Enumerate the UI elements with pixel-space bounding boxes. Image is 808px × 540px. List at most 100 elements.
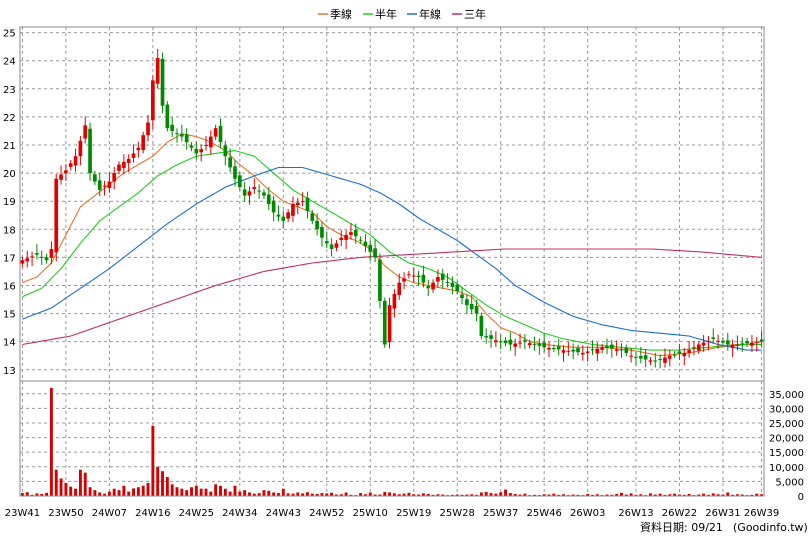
candle-body xyxy=(368,245,373,252)
candle-body xyxy=(556,346,561,350)
volume-bar xyxy=(252,493,256,496)
volume-bar xyxy=(552,493,556,496)
volume-bar xyxy=(180,488,184,496)
volume-bar xyxy=(223,488,227,496)
candle-body xyxy=(349,232,353,235)
candle-body xyxy=(634,356,638,358)
volume-bar xyxy=(334,494,338,496)
legend-item-4: 三年 xyxy=(452,7,486,21)
volume-bar xyxy=(542,494,546,496)
volume-bar xyxy=(595,494,599,496)
candle-body xyxy=(228,157,232,168)
candle-body xyxy=(233,166,237,179)
volume-bar xyxy=(349,494,353,496)
x-tick-label: 23W50 xyxy=(48,508,83,519)
price-grid xyxy=(20,27,764,496)
candle-body xyxy=(83,125,88,139)
candle-body xyxy=(44,257,49,261)
volume-bar xyxy=(721,494,725,496)
candle-body xyxy=(489,335,493,339)
candle-body xyxy=(619,349,624,351)
volume-bar xyxy=(465,494,469,496)
volume-tick-label: 10,000 xyxy=(769,463,804,474)
candle-body xyxy=(407,274,411,276)
data-date: 資料日期: 09/21 xyxy=(640,520,723,534)
candle-body xyxy=(102,185,107,187)
candle-body xyxy=(184,134,189,143)
price-tick-label: 23 xyxy=(3,85,16,96)
ma-line-2 xyxy=(22,150,762,351)
volume-bar xyxy=(165,477,169,496)
x-tick-label: 26W22 xyxy=(662,508,697,519)
volume-bar xyxy=(634,494,638,496)
candle-body xyxy=(643,355,648,360)
candle-body xyxy=(382,300,387,345)
candle-body xyxy=(271,200,276,213)
price-tick-label: 20 xyxy=(3,169,16,180)
volume-bar xyxy=(243,490,247,496)
candle-body xyxy=(624,347,629,353)
candle-body xyxy=(465,299,469,306)
x-tick-label: 24W43 xyxy=(266,508,301,519)
candle-body xyxy=(281,216,286,221)
candle-body xyxy=(59,174,63,180)
candle-body xyxy=(658,359,662,361)
candle-body xyxy=(213,128,218,137)
volume-bar xyxy=(272,492,276,496)
volume-bar xyxy=(378,494,382,496)
price-tick-label: 13 xyxy=(3,366,16,377)
price-axis: 13 14 15 16 17 18 19 20 21 22 23 24 25 xyxy=(3,29,16,377)
candle-body xyxy=(97,180,102,190)
volume-bar xyxy=(267,490,271,496)
candle-body xyxy=(580,352,585,355)
volume-bar xyxy=(35,493,39,496)
volume-bar xyxy=(359,493,363,496)
volume-bar xyxy=(122,485,126,496)
volume-bar xyxy=(141,485,145,496)
candle-body xyxy=(155,57,160,84)
candle-body xyxy=(431,282,435,290)
candle-body xyxy=(54,178,59,253)
candle-body xyxy=(537,343,542,346)
candle-body xyxy=(136,147,141,151)
volume-bar xyxy=(716,494,720,496)
price-tick-label: 18 xyxy=(3,225,16,236)
candle-body xyxy=(716,340,720,342)
volume-bar xyxy=(306,492,309,496)
candle-body xyxy=(180,133,184,137)
volume-bar xyxy=(397,494,401,496)
volume-bar xyxy=(475,494,478,496)
candle-body xyxy=(696,344,701,351)
candle-body xyxy=(750,342,754,346)
volume-bar xyxy=(441,494,445,496)
candle-body xyxy=(305,197,310,212)
x-tick-label: 24W16 xyxy=(135,508,170,519)
volume-bar xyxy=(678,494,681,496)
x-tick-label: 24W52 xyxy=(309,508,344,519)
volume-tick-label: 35,000 xyxy=(769,390,804,401)
candle-body xyxy=(64,170,68,174)
volume-bar xyxy=(388,492,392,496)
volume-bar xyxy=(513,493,517,496)
candle-body xyxy=(358,239,363,241)
candle-body xyxy=(262,192,266,196)
volume-bar xyxy=(402,493,406,496)
volume-bar xyxy=(615,493,619,496)
volume-bar xyxy=(383,491,387,496)
candle-body xyxy=(609,344,614,349)
candle-body xyxy=(112,173,117,182)
candle-body xyxy=(344,234,348,240)
x-tick-label: 25W19 xyxy=(396,508,431,519)
volume-bar xyxy=(286,493,290,496)
price-tick-label: 21 xyxy=(3,141,16,152)
volume-bar xyxy=(219,485,222,496)
candle-body xyxy=(339,237,344,240)
candle-body xyxy=(49,248,54,258)
x-tick-label: 23W41 xyxy=(5,508,40,519)
volume-bar xyxy=(417,494,421,496)
candle-body xyxy=(334,243,339,248)
candlesticks xyxy=(20,48,764,369)
candle-body xyxy=(445,282,450,284)
candle-body xyxy=(566,350,571,352)
